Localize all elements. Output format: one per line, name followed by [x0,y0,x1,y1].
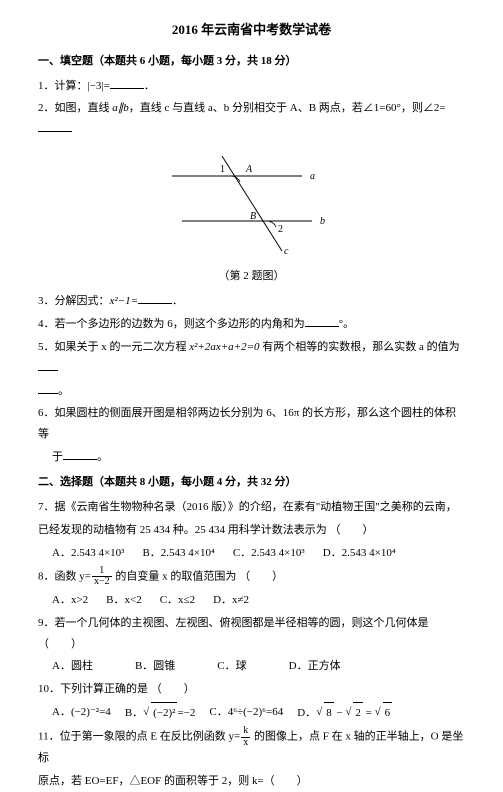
q7: 7．据《云南省生物物种名录（2016 版）》的介绍，在素有"动植物王国"之美称的… [38,497,465,518]
section2-heading: 二、选择题（本题共 8 小题，每小题 4 分，共 32 分） [38,472,465,493]
q4-blank [305,317,339,327]
q7-text-a: 据《云南省生物物种名录（2016 版）》的介绍，在素有"动植物王国"之美称的云南… [55,501,457,513]
svg-text:a: a [310,171,315,182]
svg-text:1: 1 [220,164,225,175]
q3-num: 3． [38,295,55,307]
q11-text-a: 位于第一象限的点 E 在反比例函数 y= [60,731,241,743]
q3-blank [138,294,172,304]
q11: 11．位于第一象限的点 E 在反比例函数 y=kx 的图像上，点 F 在 x 轴… [38,726,465,769]
q7-opt-a: A．2.543 4×10³ [52,543,124,564]
q5-line2: 。 [38,381,465,402]
q5-blank2 [38,384,58,394]
q8-num: 8． [38,570,55,582]
q6-blank [63,450,97,460]
q8-frac: 1x−2 [92,566,112,588]
svg-text:B: B [250,211,256,222]
q5-text-c: 。 [58,385,69,397]
q10-num: 10． [38,683,60,695]
q4: 4．若一个多边形的边数为 6，则这个多边形的内角和为 °。 [38,314,465,335]
q7-opt-b: B．2.543 4×10⁴ [142,543,214,564]
q8-options: A．x>2 B．x<2 C．x≤2 D．x≠2 [52,590,465,611]
q7-num: 7． [38,501,55,513]
q6-text-c: 。 [97,451,108,463]
q8-text-a: 函数 y= [55,570,91,582]
q3-expr: x²−1= [110,295,139,307]
q2-text-a: 如图，直线 [55,102,113,114]
q6: 6．如果圆柱的侧面展开图是相邻两边长分别为 6、16π 的长方形，那么这个圆柱的… [38,403,465,445]
q2-num: 2． [38,102,55,114]
q4-num: 4． [38,318,55,330]
q8-opt-b: B．x<2 [106,590,142,611]
q5-text-b: 有两个相等的实数根，那么实数 a 的值为 [260,341,460,353]
q4-text-a: 若一个多边形的边数为 6，则这个多边形的内角和为 [55,318,305,330]
q2-figure: 1 A a B 2 b c [38,146,465,264]
section1-heading: 一、填空题（本题共 6 小题，每小题 3 分，共 18 分） [38,51,465,72]
q7-line2: 已经发现的动植物有 25 434 种。25 434 用科学计数法表示为 （ ） [38,520,465,541]
q7-opt-c: C．2.543 4×10³ [233,543,305,564]
svg-text:b: b [320,216,325,227]
q8-text-b: 的自变量 x 的取值范围为 （ ） [113,570,284,582]
q10-opt-d: D．8 − 2 = 6 [297,702,392,724]
q9-opt-c: C．球 [217,656,246,677]
q9-num: 9． [38,617,55,629]
q3-text: 分解因式： [55,295,110,307]
svg-text:c: c [284,246,289,256]
q7-options: A．2.543 4×10³ B．2.543 4×10⁴ C．2.543 4×10… [52,543,465,564]
q9-opt-d: D．正方体 [289,656,341,677]
q2-caption: （第 2 题图） [38,266,465,287]
svg-text:2: 2 [278,224,283,235]
q8-opt-d: D．x≠2 [213,590,249,611]
q9-opt-b: B．圆锥 [135,656,175,677]
q11-frac: kx [241,726,250,748]
q4-text-b: °。 [339,318,354,330]
q6-text-b: 于 [52,451,63,463]
q2-text-b: ，直线 c 与直线 a、b 分别相交于 A、B 两点，若∠1=60°，则∠2= [129,102,446,114]
q1-num: 1． [38,80,55,92]
q8-opt-a: A．x>2 [52,590,88,611]
q2-ab: a∥b [112,102,129,114]
q5-expr: x²+2ax+a+2=0 [189,341,259,353]
q5-num: 5． [38,341,55,353]
q10-options: A．(−2)⁻²=4 B．(−2)²=−2 C．4⁶÷(−2)⁶=64 D．8 … [52,702,465,724]
q8-opt-c: C．x≤2 [160,590,195,611]
q9: 9．若一个几何体的主视图、左视图、俯视图都是半径相等的圆，则这个几何体是（ ） [38,613,465,655]
q6-num: 6． [38,407,55,419]
q1-text: 计算：|−3|= [55,80,110,92]
q6-text-a: 如果圆柱的侧面展开图是相邻两边长分别为 6、16π 的长方形，那么这个圆柱的体积… [38,407,456,440]
q10-opt-c: C．4⁶÷(−2)⁶=64 [209,702,283,724]
q2-blank [38,122,72,132]
q1-blank [110,79,144,89]
exam-title: 2016 年云南省中考数学试卷 [38,18,465,43]
q11-text-c: 原点，若 EO=EF，△EOF 的面积等于 2，则 k=（ ） [38,775,308,787]
q3: 3．分解因式：x²−1=． [38,291,465,312]
q7-text-b: 已经发现的动植物有 25 434 种。25 434 用科学计数法表示为 （ ） [38,524,374,536]
q9-opt-a: A．圆柱 [52,656,93,677]
svg-text:A: A [245,164,253,175]
q11-line2: 原点，若 EO=EF，△EOF 的面积等于 2，则 k=（ ） [38,771,465,792]
q10-opt-b: B．(−2)²=−2 [125,702,196,724]
q10-text: 下列计算正确的是 （ ） [60,683,195,695]
q11-num: 11． [38,731,60,743]
q9-options: A．圆柱 B．圆锥 C．球 D．正方体 [52,656,465,677]
q5-blank [38,361,58,371]
q7-opt-d: D．2.543 4×10⁴ [323,543,396,564]
q10-opt-a: A．(−2)⁻²=4 [52,702,111,724]
q5-text-a: 如果关于 x 的一元二次方程 [55,341,190,353]
q5: 5．如果关于 x 的一元二次方程 x²+2ax+a+2=0 有两个相等的实数根，… [38,337,465,379]
q8: 8．函数 y=1x−2 的自变量 x 的取值范围为 （ ） [38,566,465,588]
q1: 1．计算：|−3|=． [38,76,465,97]
q2: 2．如图，直线 a∥b，直线 c 与直线 a、b 分别相交于 A、B 两点，若∠… [38,98,465,140]
q9-text: 若一个几何体的主视图、左视图、俯视图都是半径相等的圆，则这个几何体是（ ） [38,617,429,650]
q10: 10．下列计算正确的是 （ ） [38,679,465,700]
q6-line2: 于。 [52,447,465,468]
